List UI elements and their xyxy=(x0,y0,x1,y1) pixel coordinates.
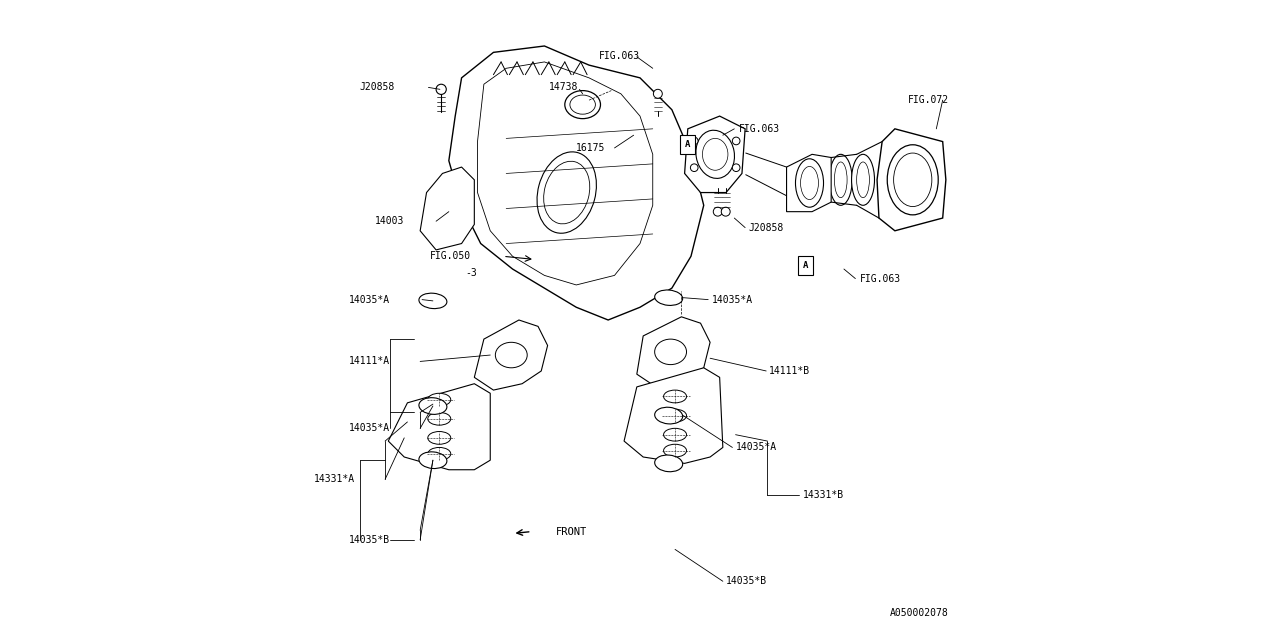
Ellipse shape xyxy=(690,164,698,172)
Text: A: A xyxy=(803,261,809,270)
Text: J20858: J20858 xyxy=(749,223,783,232)
Ellipse shape xyxy=(428,412,451,425)
Ellipse shape xyxy=(795,159,823,207)
Polygon shape xyxy=(477,62,653,285)
Ellipse shape xyxy=(690,137,698,145)
Text: 14035*B: 14035*B xyxy=(349,535,390,545)
Ellipse shape xyxy=(564,91,600,118)
Text: A050002078: A050002078 xyxy=(891,608,948,618)
Ellipse shape xyxy=(732,164,740,172)
Ellipse shape xyxy=(663,390,686,403)
Text: A: A xyxy=(685,140,690,149)
Ellipse shape xyxy=(428,447,451,460)
Text: 14111*B: 14111*B xyxy=(769,366,810,376)
Polygon shape xyxy=(475,320,548,390)
Text: 14111*A: 14111*A xyxy=(349,356,390,367)
Ellipse shape xyxy=(654,455,682,472)
Ellipse shape xyxy=(654,290,682,305)
Text: 14331*B: 14331*B xyxy=(803,490,844,500)
Ellipse shape xyxy=(713,207,722,216)
Polygon shape xyxy=(877,129,946,231)
Text: FIG.063: FIG.063 xyxy=(739,124,780,134)
Ellipse shape xyxy=(887,145,938,215)
Ellipse shape xyxy=(663,444,686,457)
Ellipse shape xyxy=(653,90,662,99)
Ellipse shape xyxy=(419,293,447,308)
Polygon shape xyxy=(637,317,710,387)
Text: 14035*B: 14035*B xyxy=(726,576,767,586)
Ellipse shape xyxy=(654,407,682,424)
Ellipse shape xyxy=(654,339,686,365)
Text: 16175: 16175 xyxy=(576,143,605,153)
Text: FIG.050: FIG.050 xyxy=(430,252,471,261)
Ellipse shape xyxy=(721,207,730,216)
Text: J20858: J20858 xyxy=(360,83,394,92)
Text: 14035*A: 14035*A xyxy=(712,294,753,305)
Ellipse shape xyxy=(538,152,596,233)
Polygon shape xyxy=(685,116,745,193)
Text: 14003: 14003 xyxy=(375,216,404,226)
Ellipse shape xyxy=(419,397,447,414)
Polygon shape xyxy=(420,167,475,250)
Ellipse shape xyxy=(851,154,874,205)
Text: FIG.063: FIG.063 xyxy=(599,51,640,61)
FancyBboxPatch shape xyxy=(797,256,813,275)
Polygon shape xyxy=(388,384,490,470)
Ellipse shape xyxy=(495,342,527,368)
Text: -3: -3 xyxy=(466,269,477,278)
Text: 14738: 14738 xyxy=(549,83,579,92)
Text: 14331*A: 14331*A xyxy=(314,474,355,484)
Ellipse shape xyxy=(663,409,686,422)
Ellipse shape xyxy=(732,137,740,145)
Polygon shape xyxy=(787,154,831,212)
Ellipse shape xyxy=(428,431,451,444)
Text: FIG.063: FIG.063 xyxy=(860,273,901,284)
FancyBboxPatch shape xyxy=(680,135,695,154)
Polygon shape xyxy=(449,46,704,320)
Ellipse shape xyxy=(436,84,447,95)
Text: FRONT: FRONT xyxy=(556,527,588,536)
Text: FIG.072: FIG.072 xyxy=(908,95,948,105)
Ellipse shape xyxy=(696,131,735,179)
Text: 14035*A: 14035*A xyxy=(349,423,390,433)
Ellipse shape xyxy=(663,428,686,441)
Polygon shape xyxy=(625,368,723,463)
Text: 14035*A: 14035*A xyxy=(349,294,390,305)
Ellipse shape xyxy=(428,394,451,406)
Ellipse shape xyxy=(829,154,852,205)
Text: 14035*A: 14035*A xyxy=(736,442,777,452)
Ellipse shape xyxy=(419,452,447,468)
